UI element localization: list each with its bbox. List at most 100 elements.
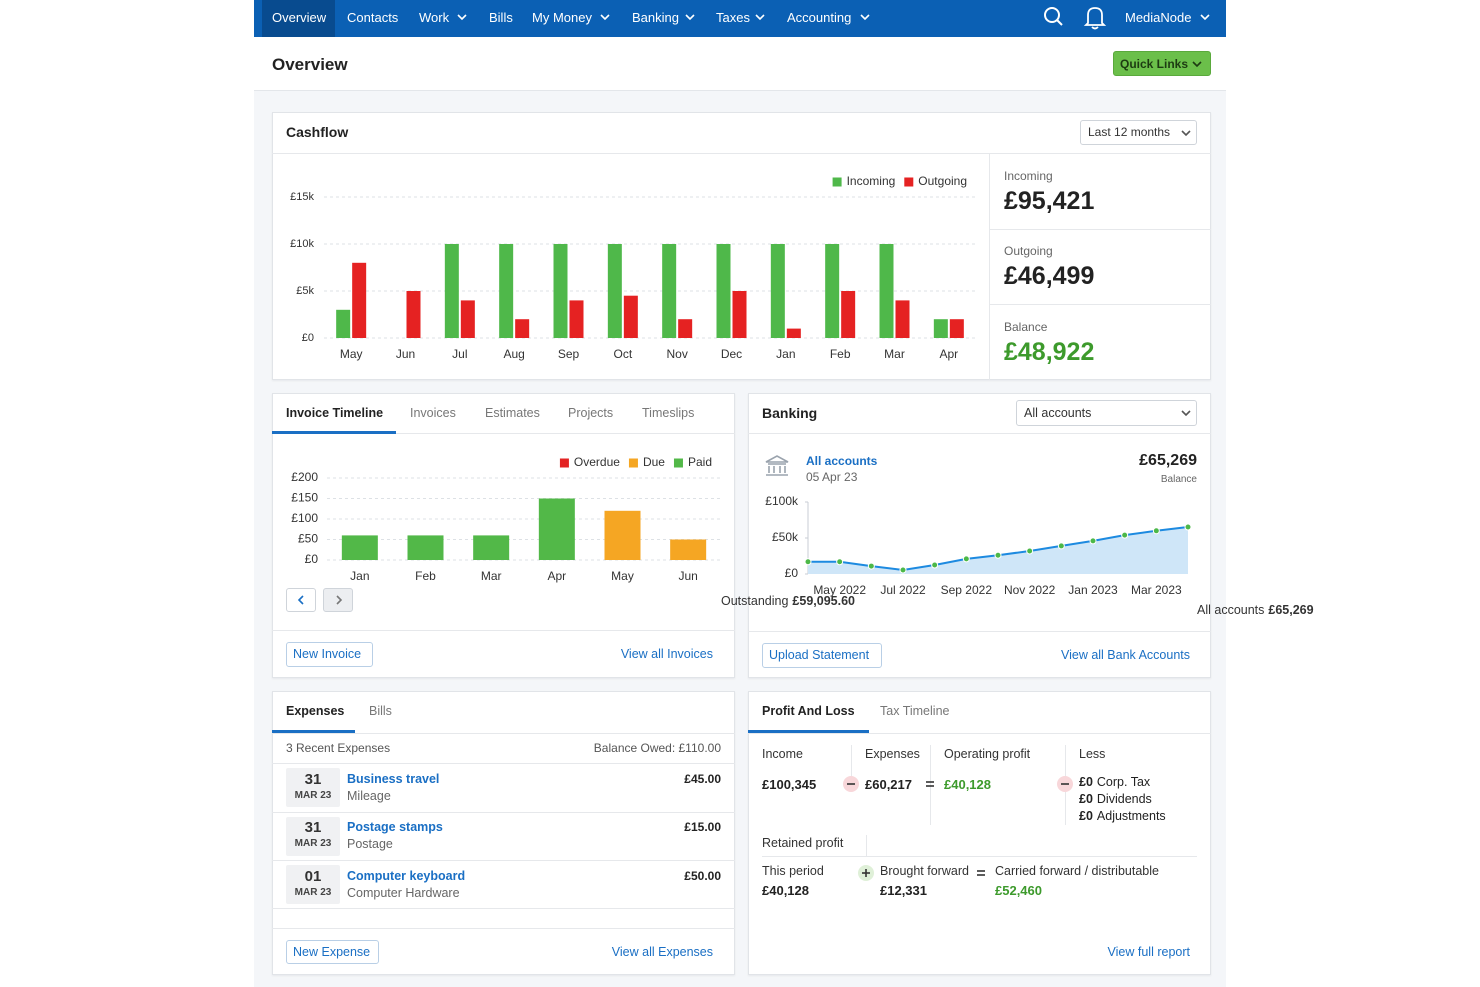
account-select[interactable]	[1016, 400, 1197, 426]
less-amount: £0	[1079, 808, 1093, 823]
nav-bar	[254, 0, 1226, 37]
pl-label: Carried forward / distributable	[995, 863, 1159, 878]
date-badge	[286, 865, 340, 904]
tab[interactable]: Projects	[568, 405, 614, 420]
date-badge	[286, 817, 340, 856]
account-date: 05 Apr 23	[806, 470, 858, 484]
expense-title[interactable]: Postage stamps	[347, 819, 443, 834]
pl-label: This period	[762, 863, 824, 878]
link[interactable]: View full report	[1107, 944, 1190, 959]
nav-item[interactable]: Taxes	[716, 9, 750, 25]
less-amount: £0	[1079, 774, 1093, 789]
date-month: MAR 23	[294, 838, 332, 849]
banking-card	[748, 393, 1211, 678]
invoice-card	[272, 393, 735, 678]
less-label: Dividends	[1096, 791, 1152, 806]
card-title: Banking	[762, 405, 818, 421]
nav-item[interactable]: Contacts	[347, 9, 399, 25]
new-invoice-button[interactable]	[286, 642, 373, 667]
divider	[762, 856, 1197, 857]
less-label: Corp. Tax	[1096, 774, 1151, 789]
outstanding-value: £59,095.60	[792, 593, 855, 608]
divider	[272, 433, 735, 434]
nav-item[interactable]: Accounting	[787, 9, 852, 25]
outstanding: Outstanding £59,095.60	[721, 592, 855, 611]
date-month: MAR 23	[294, 887, 332, 898]
divider	[272, 733, 735, 734]
tab[interactable]: Bills	[369, 703, 392, 718]
divider	[272, 630, 735, 631]
prev-button[interactable]	[286, 588, 316, 612]
button-label[interactable]: Upload Statement	[769, 647, 870, 662]
divider	[989, 304, 1211, 305]
pl-label: Operating profit	[944, 746, 1031, 761]
button-label[interactable]: New Invoice	[293, 646, 362, 661]
less-item: £0 Corp. Tax	[1079, 773, 1150, 792]
divider	[989, 229, 1211, 230]
nav-item[interactable]: Bills	[489, 9, 513, 25]
expense-category: Computer Hardware	[347, 885, 460, 900]
less-item: £0 Adjustments	[1079, 807, 1166, 826]
pl-value: £40,128	[944, 776, 991, 792]
expense-amount: £45.00	[684, 772, 721, 786]
summary-label: Outgoing	[1004, 244, 1053, 258]
account-menu[interactable]: MediaNode	[1125, 9, 1192, 25]
tab-underline	[272, 730, 355, 733]
button-label[interactable]: New Expense	[293, 944, 371, 959]
divider	[272, 860, 735, 861]
pl-label: Expenses	[865, 746, 920, 761]
tab[interactable]: Tax Timeline	[880, 703, 950, 718]
nav-item[interactable]: Overview	[272, 9, 327, 25]
list-caption: 3 Recent Expenses	[286, 741, 391, 755]
link[interactable]: View all Expenses	[611, 944, 713, 959]
less-item: £0 Dividends	[1079, 790, 1152, 809]
pl-value: £12,331	[880, 882, 927, 898]
pl-value: £40,128	[762, 882, 809, 898]
new-expense-button[interactable]	[286, 940, 379, 964]
tab[interactable]: Timeslips	[642, 405, 695, 420]
date-day: 01	[304, 867, 322, 885]
next-button[interactable]	[323, 588, 353, 612]
divider	[272, 812, 735, 813]
divider	[866, 835, 867, 856]
nav-item[interactable]: My Money	[532, 9, 592, 25]
pl-label: Income	[762, 746, 803, 761]
tab[interactable]: Expenses	[286, 703, 345, 718]
divider	[1065, 745, 1066, 825]
balance-owed: Balance Owed: £110.00	[593, 741, 721, 755]
pl-value: £52,460	[995, 882, 1042, 898]
divider	[989, 153, 990, 380]
pl-value: £60,217	[865, 776, 912, 792]
tab[interactable]: Profit And Loss	[762, 703, 855, 718]
expense-title[interactable]: Computer keyboard	[347, 868, 466, 883]
summary-label: Balance	[1004, 320, 1048, 334]
tab[interactable]: Invoice Timeline	[286, 405, 384, 420]
tab-underline	[748, 730, 869, 733]
divider	[748, 433, 1211, 434]
less-label: Adjustments	[1096, 808, 1166, 823]
nav-item[interactable]: Banking	[632, 9, 679, 25]
nav-active[interactable]	[262, 0, 335, 37]
divider	[748, 631, 1211, 632]
summary-value: £95,421	[1004, 186, 1095, 215]
period-select[interactable]	[1080, 120, 1197, 145]
divider	[272, 908, 735, 909]
pl-label: Brought forward	[880, 863, 969, 878]
tab[interactable]: Estimates	[485, 405, 540, 420]
pl-label: Retained profit	[762, 835, 844, 850]
divider	[272, 928, 735, 929]
tab[interactable]: Invoices	[410, 405, 456, 420]
less-amount: £0	[1079, 791, 1093, 806]
account-link[interactable]: All accounts	[806, 454, 878, 468]
date-badge	[286, 768, 340, 807]
expenses-card	[272, 691, 735, 975]
link[interactable]: View all Invoices	[620, 646, 713, 661]
summary-label: Incoming	[1004, 169, 1053, 183]
link[interactable]: View all Bank Accounts	[1060, 647, 1190, 662]
expense-title[interactable]: Business travel	[347, 771, 440, 786]
nav-item[interactable]: Work	[419, 9, 450, 25]
upload-statement-button[interactable]	[762, 643, 882, 668]
expense-category: Postage	[347, 836, 393, 851]
bank-total: All accounts £65,269	[1197, 601, 1314, 620]
